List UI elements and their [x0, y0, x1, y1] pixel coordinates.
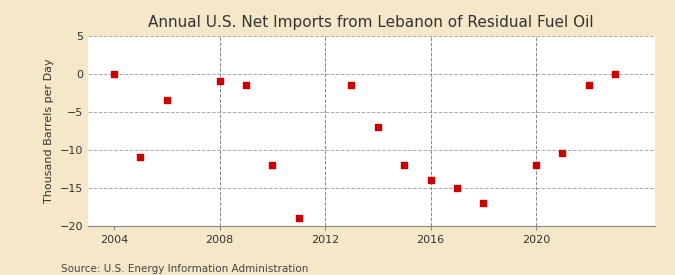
Point — [109, 72, 119, 77]
Point — [478, 200, 489, 205]
Point — [583, 83, 594, 87]
Point — [452, 185, 462, 190]
Point — [346, 83, 357, 87]
Point — [373, 125, 383, 129]
Y-axis label: Thousand Barrels per Day: Thousand Barrels per Day — [44, 58, 54, 203]
Point — [610, 72, 620, 77]
Point — [214, 79, 225, 84]
Point — [294, 216, 304, 220]
Point — [161, 98, 172, 103]
Point — [267, 163, 277, 167]
Point — [399, 163, 410, 167]
Title: Annual U.S. Net Imports from Lebanon of Residual Fuel Oil: Annual U.S. Net Imports from Lebanon of … — [148, 15, 594, 31]
Point — [135, 155, 146, 160]
Text: Source: U.S. Energy Information Administration: Source: U.S. Energy Information Administ… — [61, 264, 308, 274]
Point — [531, 163, 541, 167]
Point — [240, 83, 251, 87]
Point — [425, 178, 436, 182]
Point — [557, 151, 568, 156]
